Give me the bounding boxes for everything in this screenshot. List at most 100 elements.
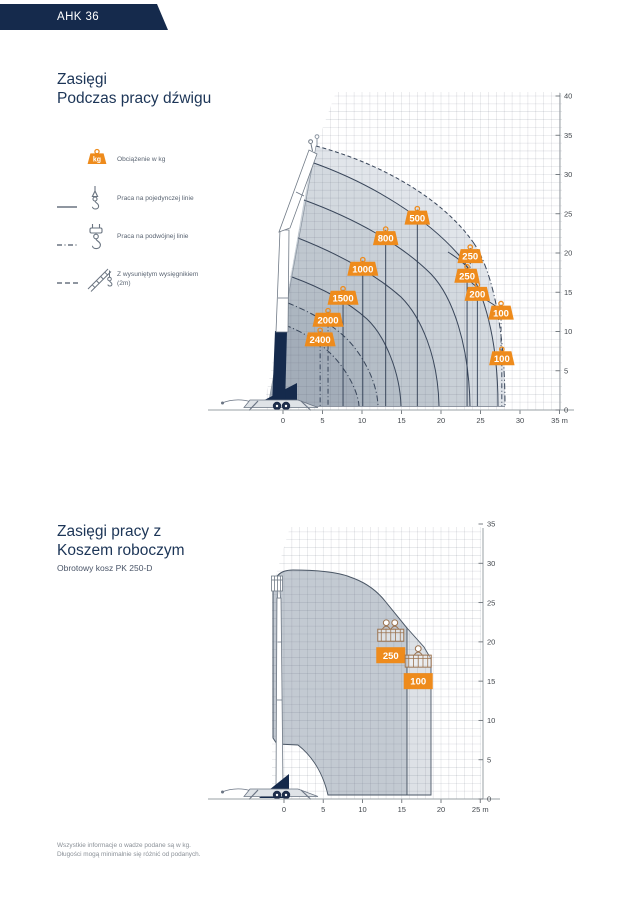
trailer-bed bbox=[243, 788, 319, 797]
extended-tip-hook-icon bbox=[314, 134, 320, 146]
legend-label-line2: (2m) bbox=[117, 280, 131, 287]
legend-label: Praca na podwójnej linie bbox=[117, 233, 189, 240]
single-line-hook-icon bbox=[86, 186, 104, 221]
weight-shape bbox=[464, 286, 491, 301]
load-value: 1500 bbox=[332, 293, 353, 304]
load-label: 250 bbox=[457, 244, 483, 264]
y-tick-label: 30 bbox=[487, 559, 495, 568]
curve-2000kg bbox=[287, 302, 379, 407]
load-label: 1500 bbox=[327, 285, 359, 305]
legend-label: Z wysuniętym wysięgnikiem (2m) bbox=[117, 270, 232, 288]
weight-shape bbox=[454, 268, 480, 283]
load-value: 200 bbox=[469, 289, 485, 300]
basket-range-chart: 0 5 10 15 20 25 m 0 5 10 15 20 25 30 35 250 100 bbox=[208, 520, 500, 814]
svg-text:kg: kg bbox=[93, 157, 101, 164]
basket-zones bbox=[272, 569, 432, 796]
x-tick-label: 5 bbox=[321, 805, 325, 814]
curve-800kg bbox=[303, 199, 471, 407]
x-axis-ticks: 0 5 10 15 20 25 30 35 m bbox=[281, 410, 568, 425]
weight-shape bbox=[457, 249, 483, 264]
x-tick-label: 25 bbox=[476, 416, 484, 425]
wheel-hub bbox=[284, 793, 288, 797]
y-tick-label: 5 bbox=[564, 366, 568, 375]
person-icon bbox=[414, 645, 422, 653]
boom-mid-section bbox=[275, 229, 290, 333]
y-axis-ticks: 0 5 10 15 20 25 30 35 40 bbox=[555, 92, 572, 415]
curve-2400kg bbox=[284, 324, 360, 407]
dash-dot-line-sample bbox=[57, 234, 79, 246]
solid-line-sample bbox=[57, 196, 77, 208]
load-value: 250 bbox=[383, 651, 399, 662]
y-tick-label: 35 bbox=[564, 131, 572, 140]
boom-tip-hook-icon bbox=[308, 139, 314, 152]
model-badge: AHK 36 bbox=[0, 4, 168, 30]
footer-note-line2: Długości mogą minimalnie się różnić od p… bbox=[57, 851, 201, 858]
load-value: 2400 bbox=[310, 335, 331, 346]
work-basket-icon bbox=[377, 619, 405, 642]
load-value: 1000 bbox=[352, 264, 373, 275]
load-label: 2400 bbox=[304, 327, 336, 347]
curve-1000kg bbox=[297, 237, 440, 407]
load-label-box bbox=[403, 673, 433, 690]
load-value: 100 bbox=[493, 308, 509, 319]
crane-illustration bbox=[221, 134, 320, 411]
person-icon bbox=[391, 619, 399, 627]
outrigger-leg bbox=[248, 789, 259, 800]
load-label: 250 bbox=[454, 263, 480, 283]
legend-item-double-line: Praca na podwójnej linie bbox=[57, 224, 237, 258]
x-tick-label: 20 bbox=[437, 416, 445, 425]
weight-shape bbox=[404, 210, 431, 225]
y-tick-label: 0 bbox=[564, 406, 568, 415]
x-tick-label: 25 m bbox=[472, 805, 489, 814]
dashed-line-sample bbox=[57, 272, 79, 284]
y-tick-label: 10 bbox=[487, 716, 495, 725]
curve-500kg bbox=[310, 161, 499, 407]
load-value: 250 bbox=[462, 252, 478, 263]
crane-load-chart: 0 5 10 15 20 25 30 35 m 0 5 10 15 20 25 30 35 40 2400 20… bbox=[208, 92, 574, 425]
x-axis-ticks: 0 5 10 15 20 25 m bbox=[282, 799, 489, 814]
y-tick-label: 15 bbox=[564, 288, 572, 297]
coupling-icon bbox=[221, 790, 224, 794]
stowed-basket-icon bbox=[271, 575, 283, 592]
y-tick-label: 5 bbox=[487, 755, 491, 764]
curve-1500kg bbox=[291, 276, 402, 407]
weight-shape bbox=[488, 305, 514, 320]
footer-note-line1: Wszystkie informacje o wadze podane są w… bbox=[57, 842, 191, 849]
double-line-hook-icon bbox=[86, 224, 106, 262]
y-tick-label: 35 bbox=[487, 520, 495, 529]
load-labels: 2400 2000 1500 1000 800 500 250 250 200 100 100 bbox=[304, 205, 515, 366]
load-label: 2000 bbox=[312, 307, 344, 327]
outrigger-leg bbox=[248, 400, 259, 411]
basket-load-point: 100 bbox=[403, 645, 433, 690]
load-value: 500 bbox=[409, 213, 425, 224]
bottom-chart-title-line2: Koszem roboczym bbox=[57, 542, 185, 559]
zone-2400kg bbox=[268, 325, 359, 406]
y-tick-label: 0 bbox=[487, 795, 491, 804]
trailer-illustration bbox=[221, 788, 319, 800]
trailer-bed bbox=[243, 399, 319, 408]
load-label: 1000 bbox=[347, 256, 379, 276]
person-icon bbox=[382, 619, 390, 627]
weight-kg-icon: kg bbox=[84, 147, 110, 171]
y-tick-label: 20 bbox=[564, 249, 572, 258]
legend-item-single-line: Praca na pojedynczej linie bbox=[57, 186, 237, 220]
y-tick-label: 40 bbox=[564, 92, 572, 101]
wheel-hub bbox=[284, 404, 288, 408]
weight-shape bbox=[347, 261, 379, 276]
x-tick-label: 5 bbox=[320, 416, 324, 425]
axes bbox=[208, 528, 500, 800]
legend-item-extended-boom: Z wysuniętym wysięgnikiem (2m) bbox=[57, 262, 237, 296]
weight-shape bbox=[304, 332, 336, 347]
wheel-hub bbox=[275, 793, 279, 797]
load-value: 100 bbox=[494, 354, 510, 365]
weight-shape bbox=[327, 290, 359, 305]
x-tick-label: 20 bbox=[437, 805, 445, 814]
top-chart-title-line2: Podczas pracy dźwigu bbox=[57, 90, 212, 107]
wheel-hub bbox=[275, 404, 279, 408]
load-label: 800 bbox=[372, 226, 399, 246]
x-tick-label: 10 bbox=[358, 416, 366, 425]
load-label-box bbox=[376, 647, 406, 664]
y-tick-label: 15 bbox=[487, 677, 495, 686]
bottom-chart-title-line1: Zasięgi pracy z bbox=[57, 523, 162, 540]
